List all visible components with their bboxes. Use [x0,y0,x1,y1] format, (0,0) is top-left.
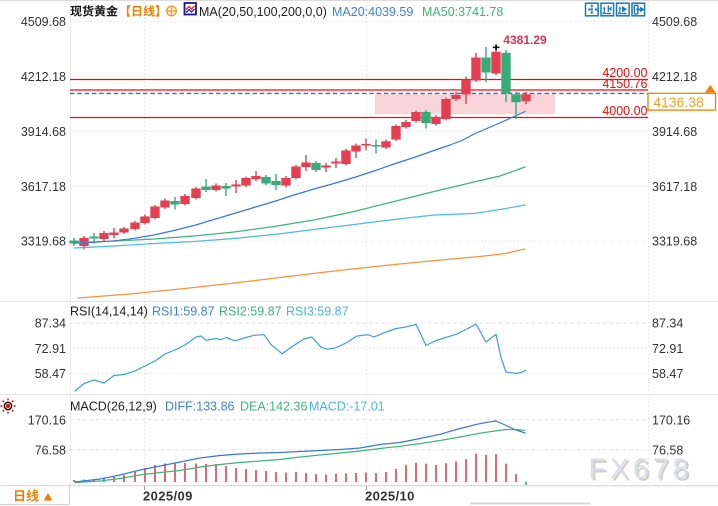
svg-text:3319.68: 3319.68 [652,235,697,249]
svg-text:170.16: 170.16 [652,413,690,427]
svg-text:4200.00: 4200.00 [602,66,647,80]
svg-text:MACD(26,12,9): MACD(26,12,9) [70,400,157,414]
svg-text:MA20:4039.59: MA20:4039.59 [332,5,413,19]
svg-text:4212.18: 4212.18 [21,70,66,84]
svg-text:4381.29: 4381.29 [503,33,547,47]
svg-text:RSI1:59.87: RSI1:59.87 [152,305,215,319]
svg-text:170.16: 170.16 [28,413,66,427]
svg-text:DEA:142.36: DEA:142.36 [240,400,307,414]
svg-text:FX678: FX678 [589,454,693,486]
svg-text:58.47: 58.47 [652,367,683,381]
svg-text:4000.00: 4000.00 [602,104,647,118]
svg-text:4136.38: 4136.38 [653,94,704,110]
svg-text:3914.68: 3914.68 [21,125,66,139]
svg-text:3319.68: 3319.68 [21,235,66,249]
svg-text:MA50:3741.78: MA50:3741.78 [422,5,503,19]
svg-text:3617.18: 3617.18 [21,180,66,194]
svg-text:87.34: 87.34 [652,317,683,331]
svg-text:4150.76: 4150.76 [602,77,647,91]
svg-text:76.58: 76.58 [35,443,66,457]
svg-text:FX678: FX678 [591,456,695,488]
svg-text:2025/10: 2025/10 [365,489,415,504]
svg-text:4509.68: 4509.68 [652,15,697,29]
svg-text:4509.68: 4509.68 [21,15,66,29]
svg-text:DIFF:133.86: DIFF:133.86 [165,400,235,414]
svg-text:MA(20,50,100,200,0,0): MA(20,50,100,200,0,0) [199,5,327,19]
svg-text:76.58: 76.58 [652,443,683,457]
svg-text:3617.18: 3617.18 [652,180,697,194]
svg-text:RSI2:59.87: RSI2:59.87 [219,305,282,319]
svg-text:RSI3:59.87: RSI3:59.87 [286,305,349,319]
svg-text:RSI(14,14,14): RSI(14,14,14) [70,305,148,319]
svg-text:4212.18: 4212.18 [652,70,697,84]
svg-text:3914.68: 3914.68 [652,125,697,139]
svg-text:2025/09: 2025/09 [143,489,193,504]
svg-text:58.47: 58.47 [35,367,66,381]
svg-text:72.91: 72.91 [652,342,683,356]
svg-text:87.34: 87.34 [35,317,66,331]
svg-text:72.91: 72.91 [35,342,66,356]
svg-text:MACD:-17.01: MACD:-17.01 [309,400,385,414]
